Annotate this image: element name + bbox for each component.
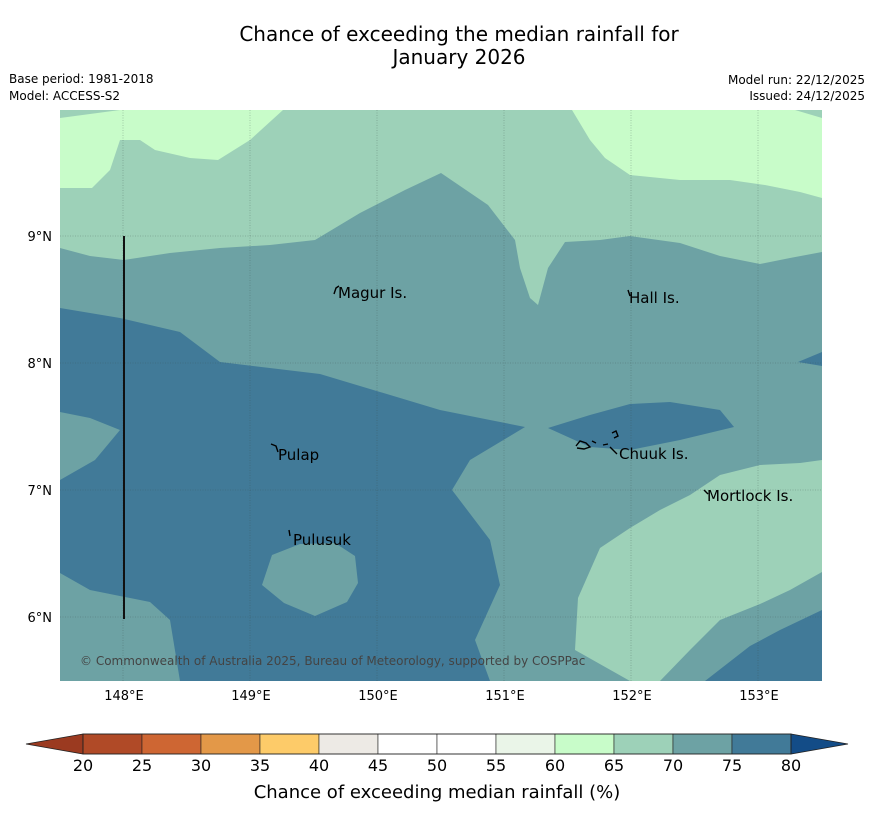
- colorbar-tick-label: 60: [545, 756, 565, 775]
- longitude-labels: 148°E 149°E 150°E 151°E 152°E 153°E: [104, 689, 779, 704]
- lat-label: 6°N: [28, 611, 53, 626]
- place-label-pulap: Pulap: [278, 446, 319, 464]
- hall-island-coast: [627, 289, 631, 297]
- colorbar-tick-label: 50: [427, 756, 447, 775]
- colorbar-cell: [318, 733, 379, 755]
- colorbar-tick-label: 65: [604, 756, 624, 775]
- pulap-coast: [270, 443, 279, 453]
- place-labels: Magur Is. Hall Is. Pulap Chuuk Is. Mortl…: [278, 284, 793, 549]
- place-label-mortlock: Mortlock Is.: [707, 487, 793, 505]
- base-period: Base period: 1981-2018: [9, 72, 154, 86]
- issued-date: Issued: 24/12/2025: [749, 89, 865, 103]
- lon-label: 150°E: [358, 689, 398, 704]
- model-name: Model: ACCESS-S2: [9, 89, 121, 103]
- zone-75-pulusuk: [262, 543, 358, 616]
- colorbar-tick-label: 45: [368, 756, 388, 775]
- colorbar-tick-label: 25: [132, 756, 152, 775]
- magur-island-coast: [333, 285, 340, 295]
- colorbar-tick-label: 40: [309, 756, 329, 775]
- lat-label: 7°N: [28, 484, 53, 499]
- colorbar-title: Chance of exceeding median rainfall (%): [254, 782, 621, 803]
- colorbar-cell: [554, 733, 615, 755]
- colorbar-cell: [259, 733, 320, 755]
- zone-75-west: [60, 412, 120, 480]
- colorbar: 20 25 30 35 40 45 50 55 60 65 70 75 80 Chance of exc…: [25, 733, 849, 803]
- colorbar-extend-high: [790, 733, 849, 755]
- colorbar-extend-low: [25, 733, 84, 755]
- colorbar-cell: [731, 733, 792, 755]
- colorbar-tick-label: 80: [781, 756, 801, 775]
- lon-label: 149°E: [231, 689, 271, 704]
- colorbar-cell: [200, 733, 261, 755]
- colorbar-cell: [613, 733, 674, 755]
- lon-label: 148°E: [104, 689, 144, 704]
- colorbar-tick-label: 30: [191, 756, 211, 775]
- chuuk-lagoon-coast: [575, 430, 619, 455]
- zone-75-southwest: [60, 573, 180, 681]
- zone-80-east: [798, 352, 822, 366]
- zone-80-southeast: [705, 610, 822, 681]
- zone-65-northeast: [572, 110, 822, 198]
- colorbar-cell: [82, 733, 143, 755]
- lon-label: 153°E: [739, 689, 779, 704]
- lon-label: 152°E: [612, 689, 652, 704]
- colorbar-cell: [436, 733, 497, 755]
- coastlines: [270, 285, 709, 537]
- zone-80: [60, 308, 525, 681]
- place-label-hall: Hall Is.: [629, 289, 680, 307]
- colorbar-tick-label: 55: [486, 756, 506, 775]
- contour-fills: [60, 110, 822, 681]
- zone-65-northwest: [60, 110, 283, 188]
- colorbar-tick-label: 75: [722, 756, 742, 775]
- map-title-line2: January 2026: [392, 45, 526, 69]
- colorbar-tick-label: 35: [250, 756, 270, 775]
- colorbar-cell: [377, 733, 438, 755]
- colorbar-cell: [672, 733, 733, 755]
- place-label-magur: Magur Is.: [338, 284, 407, 302]
- map-title-line1: Chance of exceeding the median rainfall …: [239, 22, 679, 46]
- colorbar-frame: [82, 733, 792, 755]
- colorbar-tick-label: 20: [73, 756, 93, 775]
- mortlock-coast: [703, 489, 709, 495]
- pulusuk-coast: [288, 529, 291, 537]
- zone-80-chuuk: [548, 402, 734, 450]
- colorbar-tick-label: 70: [663, 756, 683, 775]
- lon-label: 151°E: [485, 689, 525, 704]
- lat-label: 8°N: [28, 357, 53, 372]
- colorbar-cell: [495, 733, 556, 755]
- lat-label: 9°N: [28, 230, 53, 245]
- copyright-notice: © Commonwealth of Australia 2025, Bureau…: [80, 654, 585, 668]
- place-label-chuuk: Chuuk Is.: [619, 445, 688, 463]
- place-label-pulusuk: Pulusuk: [293, 531, 351, 549]
- colorbar-cell: [141, 733, 202, 755]
- latitude-labels: 9°N 8°N 7°N 6°N: [28, 230, 53, 626]
- model-run: Model run: 22/12/2025: [727, 73, 865, 87]
